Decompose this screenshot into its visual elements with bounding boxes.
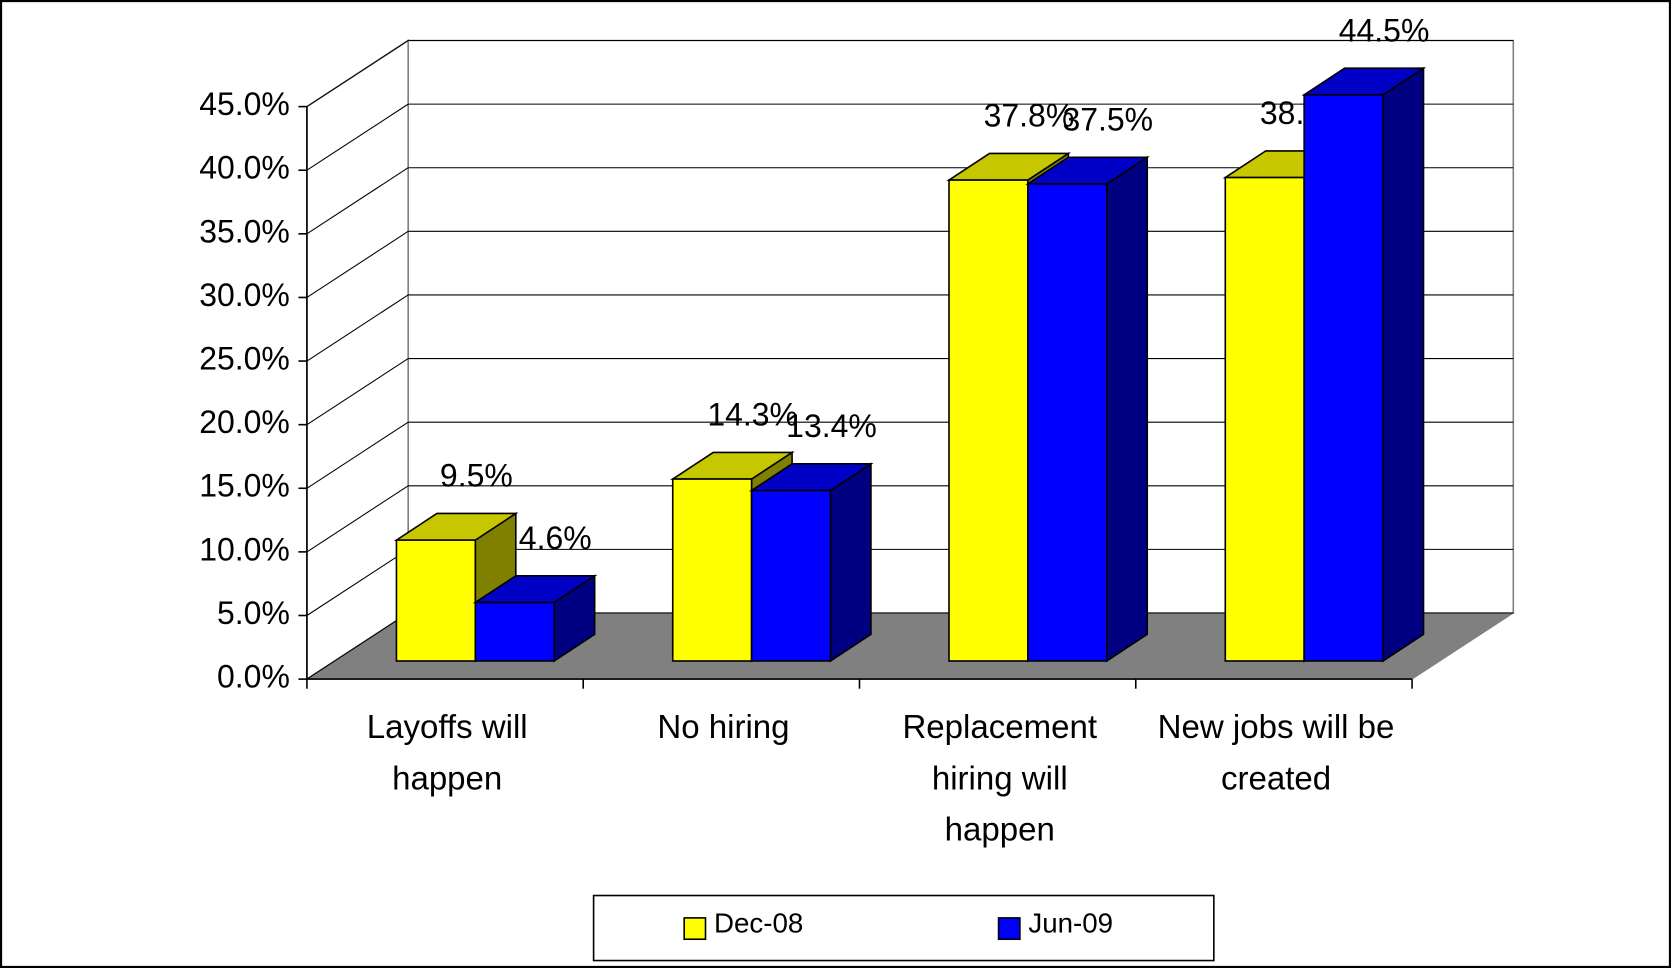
y-tick-label: 45.0% [199,86,290,122]
value-label: 44.5% [1339,12,1430,48]
value-label: 37.8% [984,98,1075,134]
bar-side [1382,66,1425,663]
y-tick-label: 0.0% [217,659,290,695]
x-tick-label: Replacement hiring will happen [902,709,1097,848]
side-wall [306,39,409,681]
grid-line [306,485,409,553]
bar-side [829,462,872,663]
x-tick-label: Layoffs will happen [367,709,528,797]
grid-line [306,612,409,680]
legend-swatch [997,917,1021,941]
grid-line [306,103,409,171]
bar [948,179,1029,662]
y-tick-label: 40.0% [199,150,290,186]
value-label: 14.3% [707,397,798,433]
x-tick-label: New jobs will be created [1158,709,1395,797]
grid-line [306,548,409,616]
y-tick-label: 20.0% [199,404,290,440]
bar [671,478,753,662]
grid-line [306,167,409,235]
bar [1303,94,1384,662]
bar [395,539,477,662]
x-tick-label: No hiring [657,709,789,746]
grid-line [306,294,409,362]
y-tick-label: 35.0% [199,213,290,249]
legend-label: Dec-08 [714,908,803,939]
value-label: 37.5% [1062,102,1153,138]
bar-side [1105,155,1149,663]
bar [474,601,555,662]
y-tick-label: 30.0% [199,277,290,313]
value-label: 13.4% [786,408,877,444]
value-label: 9.5% [440,458,513,494]
legend-label: Jun-09 [1028,908,1113,939]
grid-line [306,40,409,108]
y-tick-label: 25.0% [199,340,290,376]
value-label: 4.6% [519,520,592,556]
y-tick-label: 15.0% [199,468,290,504]
bar [1224,176,1305,662]
bar [750,489,832,662]
y-tick-label: 10.0% [199,531,290,567]
legend-swatch [683,917,707,941]
grid-line [306,230,409,298]
y-tick-label: 5.0% [217,595,290,631]
bar [1027,183,1108,662]
grid-line [306,421,409,489]
grid-line [306,358,409,426]
